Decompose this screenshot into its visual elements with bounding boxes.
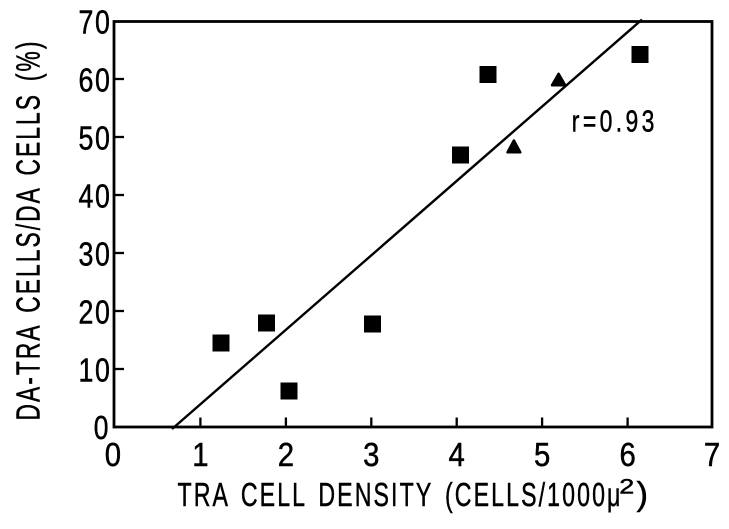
svg-text:1: 1 xyxy=(192,436,208,473)
svg-text:0: 0 xyxy=(94,409,110,446)
svg-text:2: 2 xyxy=(278,436,294,473)
svg-text:2: 2 xyxy=(619,475,634,499)
svg-text:TRA CELL DENSITY (CELLS/1000μ: TRA CELL DENSITY (CELLS/1000μ xyxy=(178,476,623,513)
svg-text:3: 3 xyxy=(363,436,379,473)
svg-text:5: 5 xyxy=(534,436,550,473)
svg-text:0: 0 xyxy=(105,436,121,473)
svg-text:20: 20 xyxy=(79,294,112,331)
svg-text:70: 70 xyxy=(79,4,112,41)
svg-text:6: 6 xyxy=(619,436,635,473)
svg-text:r=0.93: r=0.93 xyxy=(572,105,658,139)
svg-text:40: 40 xyxy=(79,178,112,215)
svg-text:DA-TRA CELLS/DA CELLS (%): DA-TRA CELLS/DA CELLS (%) xyxy=(10,40,47,421)
svg-text:): ) xyxy=(637,475,649,512)
svg-text:7: 7 xyxy=(704,436,720,473)
svg-text:10: 10 xyxy=(79,352,112,389)
svg-text:4: 4 xyxy=(449,436,465,473)
svg-text:30: 30 xyxy=(79,236,112,273)
svg-text:50: 50 xyxy=(79,120,112,157)
svg-text:60: 60 xyxy=(79,62,112,99)
